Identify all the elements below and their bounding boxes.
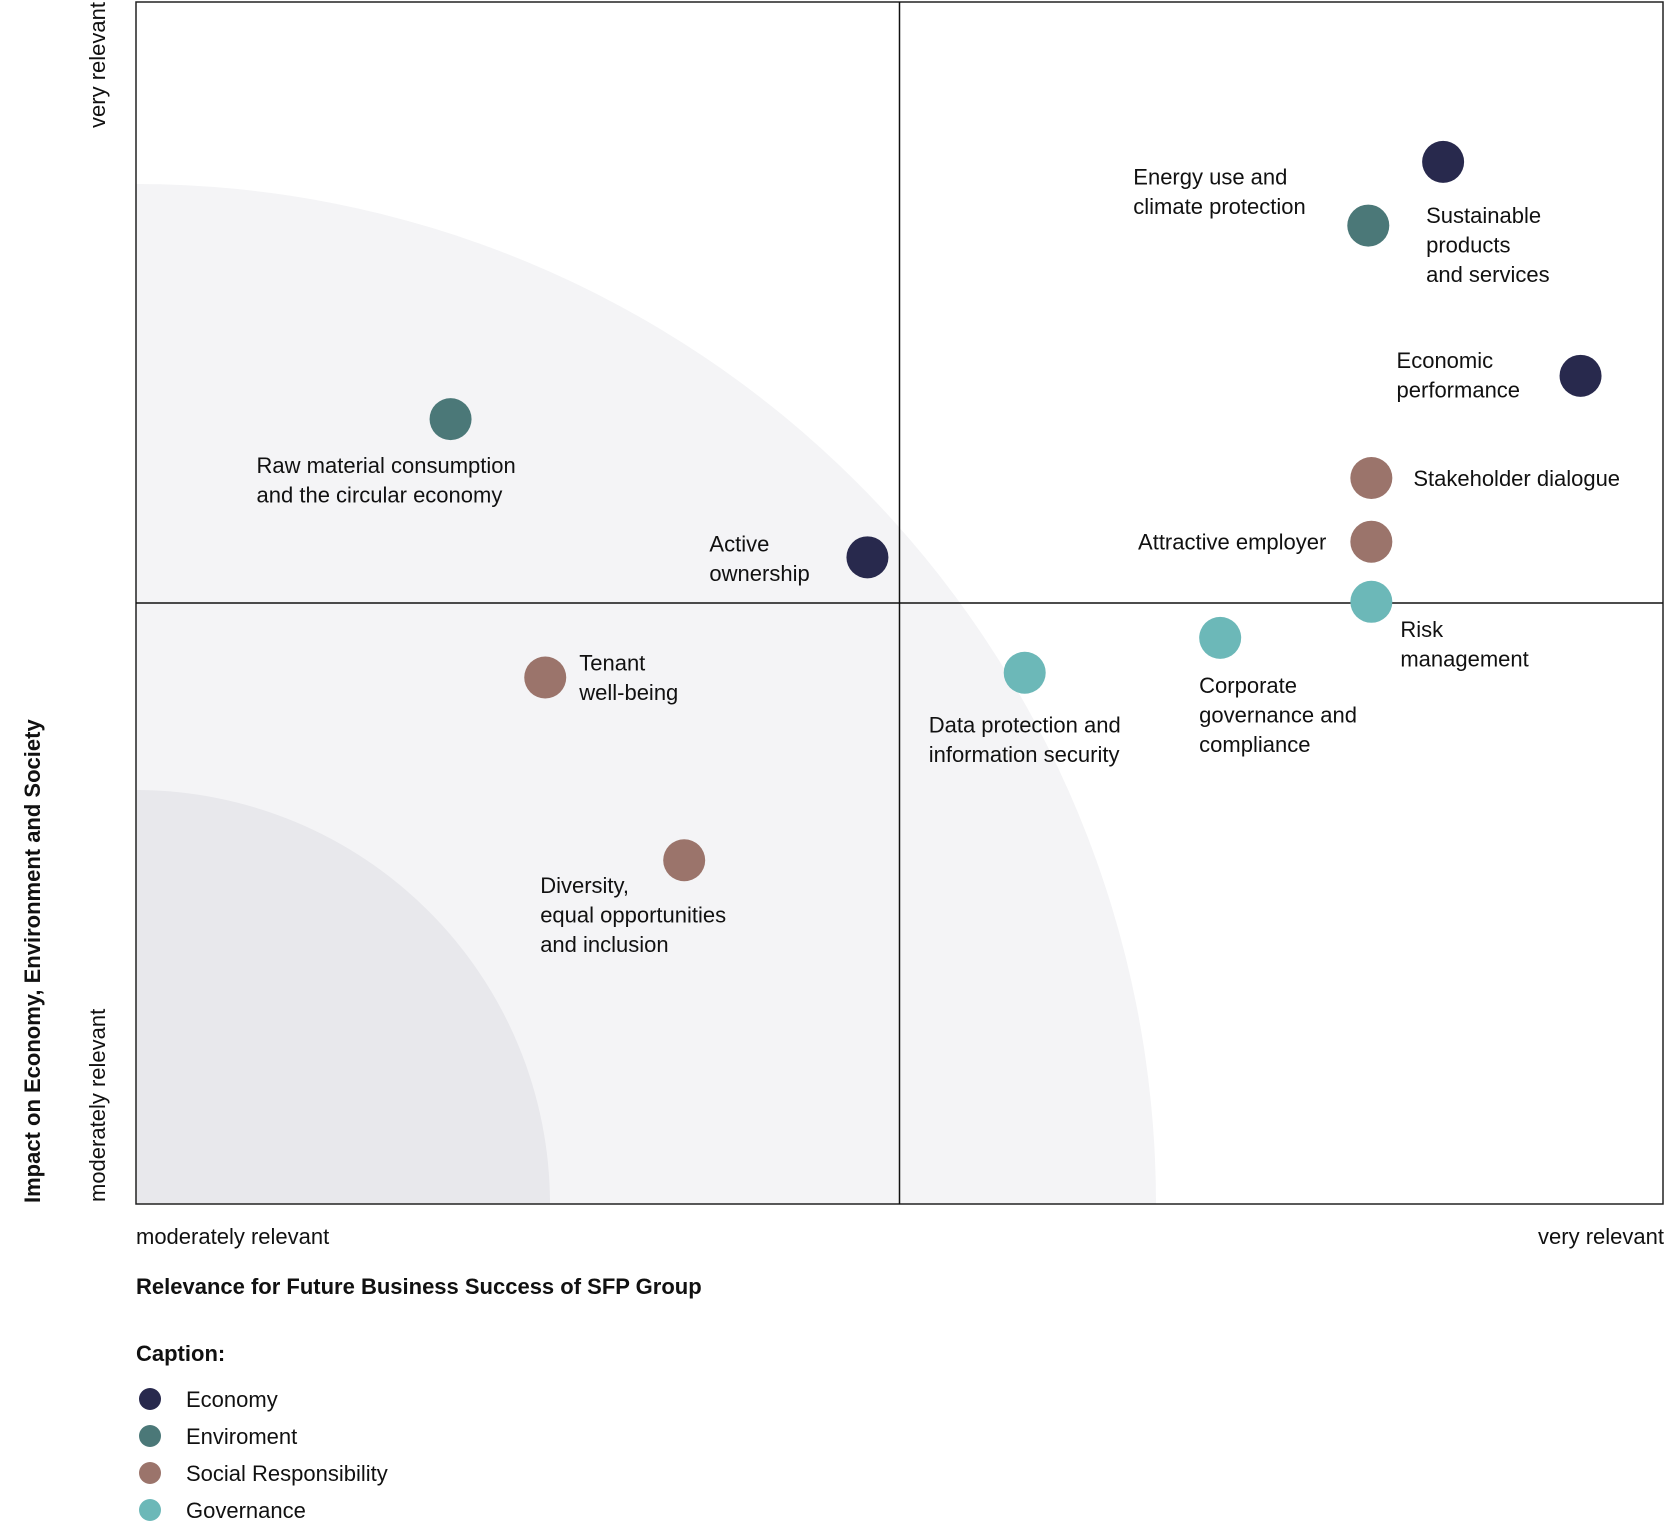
data-point: Economic performance [1397, 348, 1602, 403]
x-tick-label-high: very relevant [1538, 1224, 1664, 1249]
data-points: Energy use and climate protection Sustaina… [257, 140, 1620, 957]
legend-label: Social Responsibility [186, 1461, 388, 1486]
point-label-line: equal opportunities [540, 903, 726, 928]
point-label-line: Sustainable [1426, 203, 1541, 228]
point-label: Diversity, equal opportunities and inclusi… [540, 873, 726, 957]
legend-title: Caption: [136, 1341, 225, 1366]
point-label-line: Diversity, [540, 873, 629, 898]
legend-marker [139, 1388, 161, 1410]
point-label-line: management [1400, 646, 1528, 671]
point-label-line: Attractive employer [1138, 530, 1326, 555]
legend-marker [139, 1462, 161, 1484]
point-label-line: Economic [1397, 348, 1494, 373]
point-marker [1422, 140, 1465, 183]
point-marker [1350, 580, 1393, 623]
data-point: Tenant well-being [524, 651, 678, 706]
point-marker [1559, 354, 1602, 397]
point-label-line: and the circular economy [257, 483, 503, 508]
data-point: Raw material consumption and the circular… [257, 398, 516, 508]
y-axis-title: Impact on Economy, Environment and Socie… [20, 719, 45, 1203]
inner-zone [136, 790, 550, 1204]
data-point: Active ownership [709, 531, 889, 586]
x-axis-title: Relevance for Future Business Success of… [136, 1274, 702, 1299]
point-label-line: governance and [1199, 702, 1357, 727]
point-marker [429, 398, 472, 441]
point-marker [1350, 520, 1393, 563]
point-label-line: Active [709, 531, 769, 556]
legend-item: Enviroment [139, 1424, 297, 1449]
legend-label: Governance [186, 1498, 306, 1523]
point-label: Economic performance [1397, 348, 1521, 403]
y-tick-label-high: very relevant [85, 2, 110, 128]
point-label: Active ownership [709, 531, 809, 586]
legend-marker [139, 1499, 161, 1521]
point-label-line: well-being [578, 680, 678, 705]
data-point: Energy use and climate protection [1133, 165, 1390, 247]
point-label-line: products [1426, 232, 1510, 257]
point-label: Corporate governance and compliance [1199, 673, 1357, 757]
point-label-line: Raw material consumption [257, 453, 516, 478]
point-label: Raw material consumption and the circular… [257, 453, 516, 508]
data-point: Attractive employer [1138, 520, 1393, 563]
legend-item: Social Responsibility [139, 1461, 388, 1486]
point-label-line: performance [1397, 377, 1521, 402]
point-label-line: ownership [709, 561, 809, 586]
point-label-line: Energy use and [1133, 165, 1287, 190]
data-point: Diversity, equal opportunities and inclusi… [540, 839, 726, 957]
point-label-line: compliance [1199, 732, 1310, 757]
point-marker [1347, 204, 1390, 247]
point-label-line: Corporate [1199, 673, 1297, 698]
data-point: Corporate governance and compliance [1199, 616, 1357, 757]
point-label: Energy use and climate protection [1133, 165, 1305, 220]
legend-label: Economy [186, 1387, 278, 1412]
legend-label: Enviroment [186, 1424, 297, 1449]
data-point: Sustainable products and services [1422, 140, 1550, 287]
axes-labels: very relevant moderately relevant Impact… [20, 2, 1664, 1299]
point-label-line: Stakeholder dialogue [1413, 466, 1620, 491]
point-label: Attractive employer [1138, 530, 1326, 555]
point-marker [663, 839, 706, 882]
point-label: Stakeholder dialogue [1413, 466, 1620, 491]
point-marker [524, 656, 567, 699]
point-label: Sustainable products and services [1426, 203, 1550, 287]
point-label-line: and services [1426, 262, 1550, 287]
point-marker [846, 536, 889, 579]
y-tick-label-low: moderately relevant [85, 1009, 110, 1202]
point-label-line: and inclusion [540, 932, 668, 957]
point-label: Risk management [1400, 617, 1528, 672]
point-marker [1003, 651, 1046, 694]
legend-marker [139, 1425, 161, 1447]
point-label-line: Risk [1400, 617, 1444, 642]
data-point: Stakeholder dialogue [1350, 456, 1620, 499]
point-marker [1350, 456, 1393, 499]
legend-item: Economy [139, 1387, 278, 1412]
data-point: Data protection and information security [929, 651, 1121, 768]
point-label-line: information security [929, 742, 1120, 767]
relevance-zones [136, 184, 1156, 1204]
legend: Caption: Economy Enviroment Social Respons… [136, 1341, 388, 1523]
legend-item: Governance [139, 1498, 306, 1523]
data-point: Risk management [1350, 580, 1529, 672]
point-marker [1199, 616, 1242, 659]
point-label: Tenant well-being [578, 651, 678, 706]
point-label-line: climate protection [1133, 194, 1305, 219]
point-label-line: Tenant [579, 651, 645, 676]
plot-frame [135, 1, 1664, 1205]
point-label: Data protection and information security [929, 713, 1121, 768]
point-label-line: Data protection and [929, 713, 1121, 738]
x-tick-label-low: moderately relevant [136, 1224, 329, 1249]
